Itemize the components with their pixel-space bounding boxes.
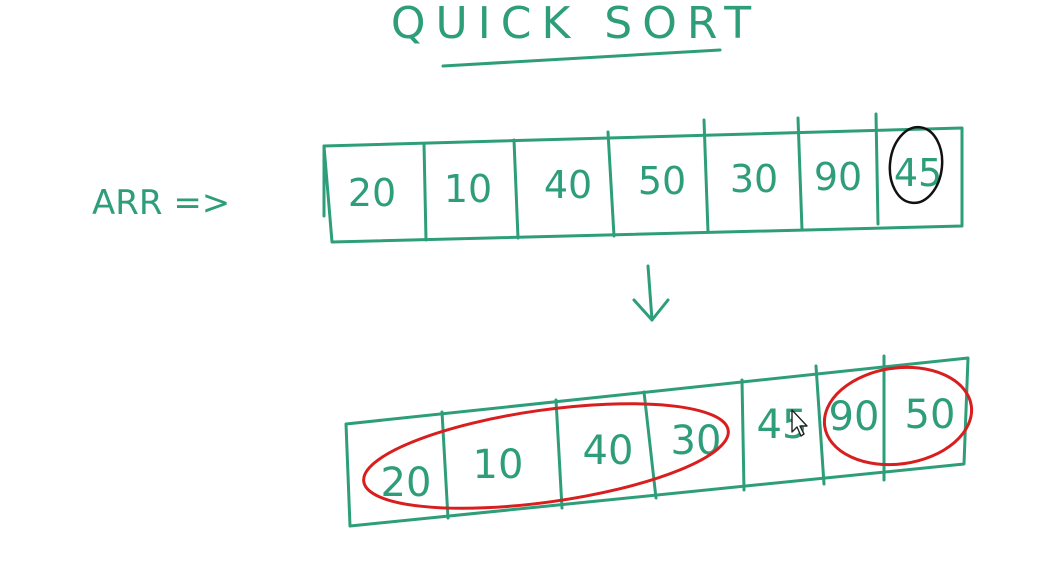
array-cell-value: 90 bbox=[829, 394, 880, 440]
array-cell-value: 50 bbox=[638, 159, 686, 203]
array-cell-value: 30 bbox=[730, 157, 778, 201]
left-partition-circle bbox=[362, 402, 730, 510]
array-cell-value: 30 bbox=[671, 418, 722, 464]
original-array-dividers bbox=[422, 112, 880, 242]
down-arrow bbox=[632, 264, 670, 322]
array-cell-value: 50 bbox=[905, 392, 956, 438]
array-label: ARR => bbox=[92, 183, 230, 223]
array-cell-value: 20 bbox=[348, 171, 396, 215]
cell-divider bbox=[796, 116, 804, 232]
array-cell-value: 40 bbox=[583, 428, 634, 474]
pivot-circle bbox=[888, 125, 944, 205]
cell-divider bbox=[554, 398, 564, 510]
cell-divider bbox=[422, 142, 428, 242]
partitioned-array: 20 10 40 30 45 90 50 bbox=[344, 354, 974, 528]
cell-divider bbox=[740, 378, 746, 492]
array-cell-value: 10 bbox=[444, 167, 492, 211]
cell-divider bbox=[874, 112, 880, 226]
original-array-cells: 20 10 40 50 30 90 45 bbox=[348, 151, 942, 215]
page-title: QUICK SORT bbox=[391, 0, 761, 49]
cell-divider bbox=[606, 130, 616, 238]
array-cell-value: 10 bbox=[473, 442, 524, 488]
partitioned-array-cells: 20 10 40 30 45 90 50 bbox=[381, 392, 956, 506]
cell-divider bbox=[512, 138, 520, 240]
mouse-cursor-icon bbox=[791, 409, 808, 437]
original-array: 20 10 40 50 30 90 45 bbox=[322, 112, 964, 244]
right-partition-circle bbox=[822, 365, 974, 467]
cell-divider bbox=[440, 410, 450, 520]
cell-divider bbox=[702, 118, 710, 234]
array-cell-value: 20 bbox=[381, 460, 432, 506]
array-cell-value: 90 bbox=[814, 155, 862, 199]
array-cell-value: 40 bbox=[544, 163, 592, 207]
array-cell-value: 45 bbox=[894, 151, 942, 195]
original-array-border bbox=[322, 126, 964, 244]
cell-divider bbox=[814, 364, 826, 486]
title-underline bbox=[441, 48, 722, 68]
partitioned-array-border bbox=[344, 356, 970, 528]
